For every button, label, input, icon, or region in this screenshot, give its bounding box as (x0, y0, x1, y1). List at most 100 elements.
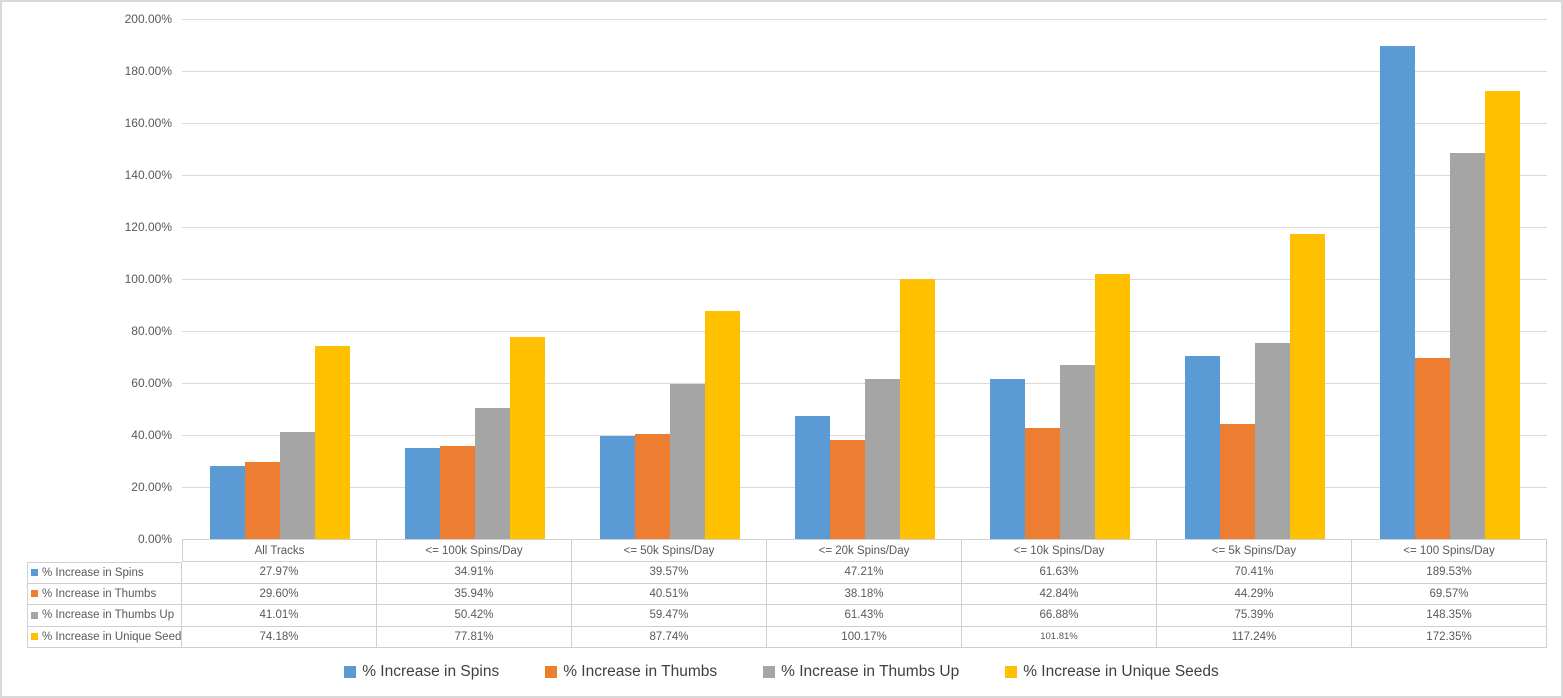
y-axis-tick-label: 200.00% (124, 12, 172, 26)
y-axis-tick-label: 140.00% (124, 168, 172, 182)
table-value-cell: 148.35% (1352, 605, 1547, 627)
legend-item: % Increase in Unique Seeds (1005, 663, 1219, 681)
data-table: All Tracks <= 100k Spins/Day <= 50k Spins/… (27, 539, 1547, 648)
table-value-cell: 66.88% (962, 605, 1157, 627)
table-value-cell: 38.18% (767, 583, 962, 605)
bar (209, 466, 245, 539)
bar (1094, 274, 1130, 539)
table-value-cell: 189.53% (1352, 562, 1547, 584)
table-row-label: % Increase in Spins (27, 562, 182, 584)
legend-swatch-icon (763, 666, 776, 678)
legend-key-icon (31, 590, 38, 598)
table-row-label-text: % Increase in Thumbs (42, 587, 157, 600)
y-axis-tick-label: 0.00% (137, 532, 172, 546)
bar (474, 407, 510, 539)
bar (314, 346, 350, 539)
bar (1414, 358, 1450, 539)
table-value-cell: 41.01% (182, 605, 377, 627)
table-value-cell: 70.41% (1157, 562, 1352, 584)
y-axis-tick-label: 180.00% (124, 64, 172, 78)
bar (1289, 234, 1325, 539)
table-value-cell: 61.63% (962, 562, 1157, 584)
table-row-label: % Increase in Thumbs Up (27, 605, 182, 627)
legend-item: % Increase in Thumbs (545, 663, 717, 681)
bar (439, 445, 475, 539)
table-header-cell: <= 20k Spins/Day (767, 539, 962, 562)
table-value-cell: 27.97% (182, 562, 377, 584)
bar (244, 462, 280, 539)
table-value-cell: 101.81% (962, 626, 1157, 648)
table-value-cell: 34.91% (377, 562, 572, 584)
gridline (182, 174, 1547, 176)
table-header-cell: <= 50k Spins/Day (572, 539, 767, 562)
table-header-cell: All Tracks (182, 539, 377, 562)
y-axis-tick-label: 160.00% (124, 116, 172, 130)
table-value-cell: 50.42% (377, 605, 572, 627)
table-value-cell: 47.21% (767, 562, 962, 584)
bar (634, 433, 670, 539)
table-header-cell: <= 10k Spins/Day (962, 539, 1157, 562)
gridline (182, 122, 1547, 124)
legend-key-icon (31, 569, 38, 577)
y-axis-tick-label: 20.00% (131, 480, 172, 494)
y-axis-tick-label: 40.00% (131, 428, 172, 442)
bar (1024, 427, 1060, 539)
gridline (182, 330, 1547, 332)
bar (509, 336, 545, 539)
table-value-cell: 40.51% (572, 583, 767, 605)
gridline (182, 70, 1547, 72)
legend-swatch-icon (1005, 666, 1018, 678)
y-axis-tick-label: 100.00% (124, 272, 172, 286)
y-axis-tick-label: 120.00% (124, 220, 172, 234)
bar (599, 436, 635, 539)
bar (704, 310, 740, 539)
bar (829, 439, 865, 539)
chart-legend: % Increase in Spins % Increase in Thumbs%… (2, 650, 1561, 694)
table-row-label-text: % Increase in Spins (42, 566, 144, 579)
bar (1219, 423, 1255, 539)
bar (1254, 342, 1290, 539)
table-value-cell: 77.81% (377, 626, 572, 648)
table-row-label: % Increase in Thumbs (27, 583, 182, 605)
table-header-cell: <= 5k Spins/Day (1157, 539, 1352, 562)
table-value-cell: 87.74% (572, 626, 767, 648)
bar (864, 379, 900, 539)
table-row-label-text: % Increase in Thumbs Up (42, 609, 175, 622)
bar (1449, 153, 1485, 539)
legend-item-label: % Increase in Thumbs (563, 663, 718, 680)
bar (279, 432, 315, 539)
legend-item-label: % Increase in Unique Seeds (1023, 663, 1219, 680)
table-value-cell: 172.35% (1352, 626, 1547, 648)
legend-item-label: % Increase in Thumbs Up (781, 663, 960, 680)
legend-item-label: % Increase in Spins (362, 663, 500, 680)
table-value-cell: 39.57% (572, 562, 767, 584)
bar (794, 416, 830, 539)
y-axis-tick-label: 80.00% (131, 324, 172, 338)
table-value-cell: 59.47% (572, 605, 767, 627)
bar (1184, 355, 1220, 539)
table-value-cell: 29.60% (182, 583, 377, 605)
legend-swatch-icon (344, 666, 357, 678)
legend-key-icon (31, 611, 38, 619)
gridline (182, 18, 1547, 20)
gridline (182, 226, 1547, 228)
table-row-label: % Increase in Unique Seeds (27, 626, 182, 648)
bar (1379, 46, 1415, 539)
legend-swatch-icon (545, 666, 558, 678)
bar (1059, 365, 1095, 539)
table-value-cell: 74.18% (182, 626, 377, 648)
legend-item: % Increase in Thumbs Up (763, 663, 959, 681)
table-value-cell: 75.39% (1157, 605, 1352, 627)
bar (669, 384, 705, 539)
y-axis-tick-label: 60.00% (131, 376, 172, 390)
table-value-cell: 117.24% (1157, 626, 1352, 648)
table-value-cell: 100.17% (767, 626, 962, 648)
table-header-cell: <= 100k Spins/Day (377, 539, 572, 562)
table-value-cell: 35.94% (377, 583, 572, 605)
table-value-cell: 69.57% (1352, 583, 1547, 605)
bar (404, 448, 440, 539)
bar (899, 278, 935, 539)
gridline (182, 278, 1547, 280)
table-value-cell: 42.84% (962, 583, 1157, 605)
